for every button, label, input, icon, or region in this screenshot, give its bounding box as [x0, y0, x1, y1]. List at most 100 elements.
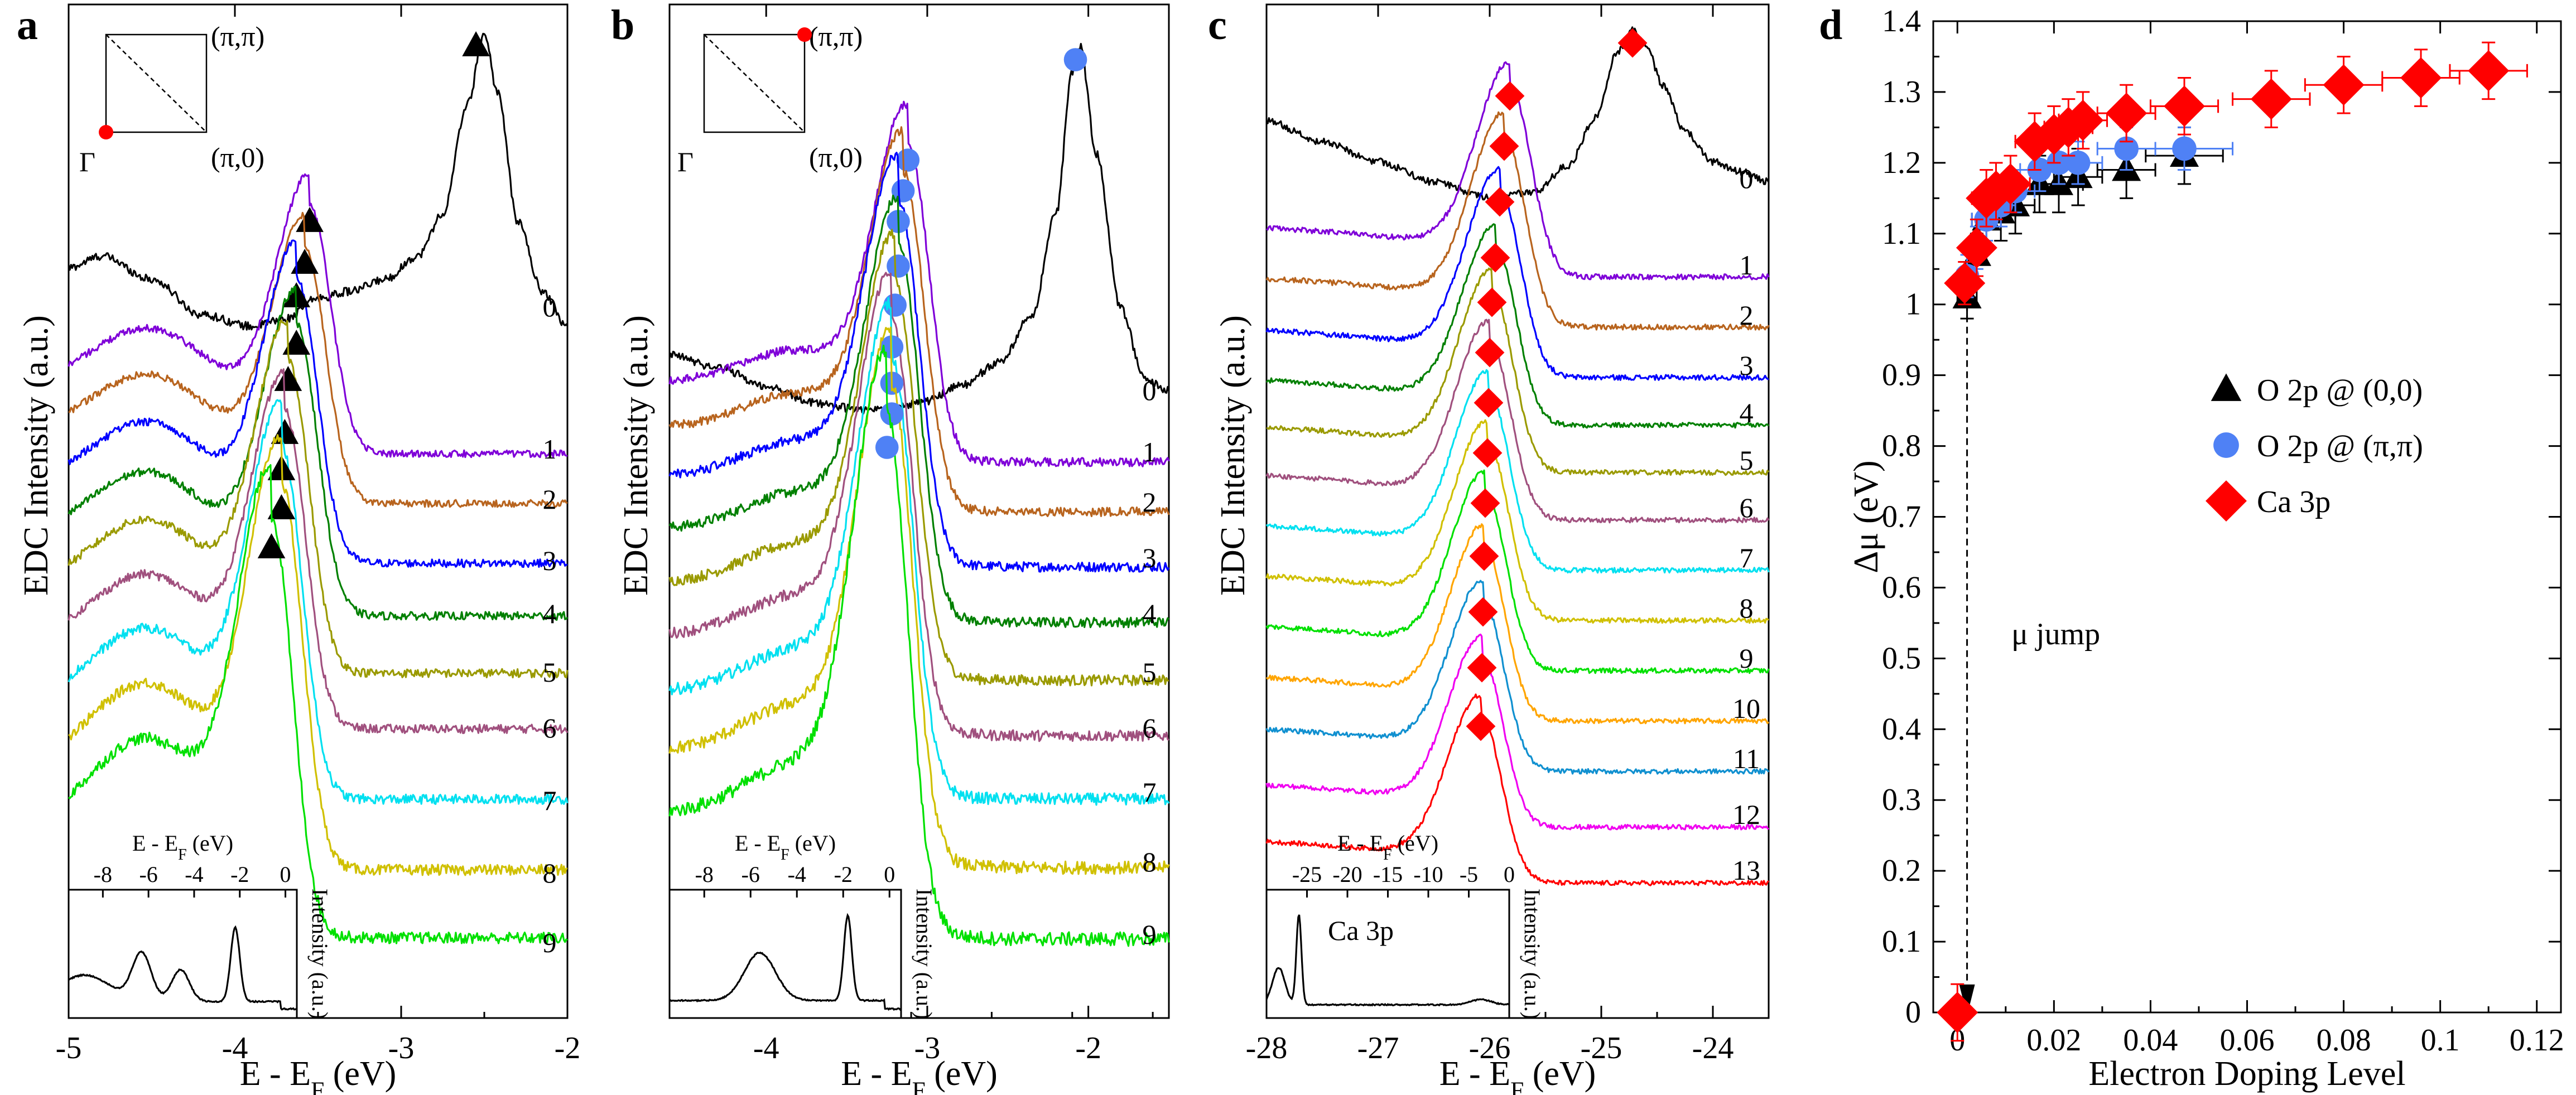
bz-square — [105, 33, 208, 133]
x-tick-label: -24 — [1692, 1031, 1734, 1065]
x-tick-label: 0.04 — [2123, 1023, 2178, 1058]
legend-label: O 2p @ (π,π) — [2257, 429, 2423, 464]
x-axis-label: E - EF (eV) — [240, 1055, 397, 1095]
curve-label: 3 — [543, 545, 557, 576]
peak-marker — [1468, 597, 1498, 627]
edc-curve — [1265, 166, 1769, 381]
peak-marker — [291, 248, 319, 274]
panel-c: -28 -27 -26 -25 -24 c E - EF (eV) EDC Intensity… — [1208, 2, 1770, 1095]
y-tick-label: 0.8 — [1882, 429, 1921, 464]
curve-label: 1 — [1143, 436, 1157, 467]
edc-curve — [68, 239, 568, 568]
y-axis-label: Δμ (eV) — [1847, 460, 1885, 573]
inset-tick-label: -5 — [1460, 862, 1478, 887]
panel-label: b — [611, 2, 634, 49]
inset-y-label: Intensity (a.u.) — [307, 889, 333, 1019]
peak-marker — [282, 329, 311, 355]
inset-tick-label: -20 — [1332, 862, 1362, 887]
peak-marker — [896, 148, 920, 172]
peak-marker — [1063, 48, 1087, 71]
y-tick-label: 0.5 — [1882, 641, 1921, 676]
peak-marker — [887, 254, 910, 278]
bz-label-pi0: (π,0) — [211, 142, 264, 173]
inset-tick-label: 0 — [280, 862, 291, 887]
y-axis-label: EDC Intensity (a.u.) — [17, 315, 55, 596]
inset-tick-label: -6 — [741, 862, 760, 887]
inset-tick-label: -8 — [695, 862, 714, 887]
peak-marker — [1489, 131, 1519, 161]
inset-y-label: Intensity (a.u.) — [1520, 889, 1545, 1019]
inset-frame — [1265, 889, 1510, 1019]
curve-label: 9 — [1740, 643, 1754, 674]
x-axis-label: E - EF (eV) — [1439, 1055, 1596, 1095]
edc-curve — [668, 326, 1170, 875]
edc-curve — [68, 211, 568, 508]
bz-k-point-dot — [797, 27, 812, 42]
inset-spectrum — [1265, 914, 1510, 1007]
edc-curve — [668, 344, 1170, 947]
curve-label: 10 — [1732, 693, 1760, 724]
curve-label: 9 — [1143, 919, 1157, 950]
edc-curve — [1265, 369, 1770, 574]
inset-text: Ca 3p — [1328, 915, 1394, 946]
x-tick-label: -4 — [753, 1031, 779, 1065]
x-tick-label: -5 — [56, 1031, 82, 1065]
curve-label: 5 — [1740, 445, 1754, 476]
edc-curve — [668, 100, 1170, 467]
series-2 — [1937, 41, 2528, 1042]
curve-label: 5 — [543, 657, 557, 688]
curve-label: 4 — [1143, 598, 1157, 629]
inset-tick-label: -4 — [788, 862, 806, 887]
peak-marker — [1467, 653, 1497, 683]
inset-tick-label: -25 — [1292, 862, 1322, 887]
edc-curve — [668, 126, 1170, 518]
data-point — [2106, 93, 2148, 134]
y-tick-label: 1 — [1905, 287, 1921, 322]
peak-marker — [257, 533, 286, 558]
curve-label: 5 — [1143, 657, 1157, 688]
data-point — [2062, 99, 2104, 141]
x-tick-label: -26 — [1469, 1031, 1511, 1065]
x-tick-label: 0.1 — [2421, 1023, 2460, 1058]
edc-curve — [1265, 469, 1770, 674]
data-point — [2468, 50, 2510, 91]
curve-label: 4 — [543, 598, 557, 629]
inset-tick-label: 0 — [884, 862, 895, 887]
bz-label-pi0: (π,0) — [809, 142, 863, 173]
peak-marker — [1469, 541, 1499, 571]
data-point — [2250, 78, 2292, 120]
legend-label: Ca 3p — [2257, 485, 2331, 519]
curve-label: 1 — [1740, 249, 1754, 281]
x-tick-label: 0.12 — [2510, 1023, 2564, 1058]
curve-label: 8 — [1740, 592, 1754, 624]
data-point — [1990, 163, 2031, 205]
panel-label: a — [17, 2, 38, 49]
y-tick-label: 1.4 — [1882, 4, 1921, 38]
x-axis-label: E - EF (eV) — [841, 1055, 998, 1095]
data-point — [2114, 136, 2139, 161]
inset-spectrum — [669, 913, 902, 1011]
inset-frame — [68, 889, 298, 1019]
x-tick-label: -2 — [1075, 1031, 1101, 1065]
panel-a: -5 -4 -3 -2 a E - EF (eV) EDC Intensity (a.u.)… — [17, 2, 580, 1095]
jump-arrow-head — [1959, 984, 1975, 1016]
legend-marker — [2213, 432, 2239, 458]
plot-frame — [1265, 3, 1770, 1019]
peak-marker — [1485, 187, 1515, 217]
curve-label: 2 — [543, 484, 557, 515]
curve-label: 7 — [543, 785, 557, 816]
curve-label: 6 — [543, 712, 557, 744]
peak-marker — [462, 31, 490, 56]
curve-label: 0 — [1143, 375, 1157, 406]
peak-marker — [1477, 287, 1507, 317]
data-point — [2164, 85, 2205, 127]
peak-marker — [880, 402, 904, 426]
peak-marker — [875, 436, 899, 459]
peak-marker — [1617, 28, 1648, 58]
inset-tick-label: -10 — [1413, 862, 1443, 887]
edc-curve — [1265, 633, 1770, 831]
edc-curve — [1265, 26, 1770, 201]
edc-curve — [68, 434, 568, 876]
inset-tick-label: -2 — [834, 862, 853, 887]
